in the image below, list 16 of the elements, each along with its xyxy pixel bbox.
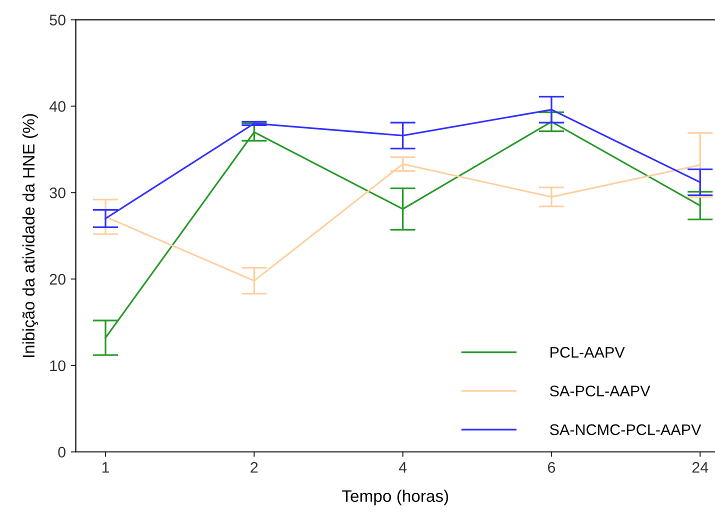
- y-tick-label: 20: [50, 274, 66, 285]
- y-tick-label: 40: [49, 101, 66, 112]
- legend-label: PCL-AAPV: [550, 346, 625, 358]
- y-tick-label: 50: [50, 14, 66, 26]
- y-tick-label: 0: [58, 446, 66, 458]
- x-tick-label: 24: [692, 462, 708, 473]
- x-tick-label: 2: [250, 462, 258, 473]
- x-tick-label: 4: [398, 462, 407, 473]
- y-tick-label: 10: [50, 360, 66, 372]
- y-tick-label: 30: [50, 187, 66, 198]
- x-tick-label: 1: [102, 462, 110, 473]
- legend-label: SA-PCL-AAPV: [550, 386, 650, 396]
- x-tick-label: 6: [548, 462, 556, 473]
- legend-label: SA-NCMC-PCL-AAPV: [550, 424, 702, 436]
- y-axis-title: Inibição da atividade da HNE (%): [22, 114, 38, 358]
- x-axis-title: Tempo (horas): [342, 490, 448, 506]
